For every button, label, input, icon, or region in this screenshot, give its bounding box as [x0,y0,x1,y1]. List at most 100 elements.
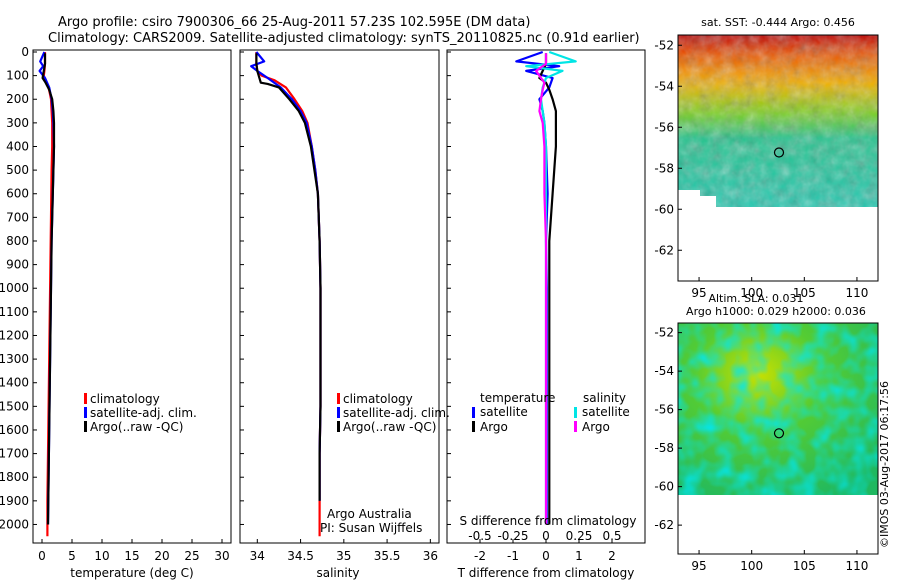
legend-satellite-swatch [84,407,87,418]
sla-map-subtitle: Argo h1000: 0.029 h2000: 0.036 [686,305,866,318]
agency-label: Argo Australia [327,507,412,521]
depth-tick-label: 1900 [0,494,29,508]
temperature-legend: climatology satellite-adj. clim. Argo(..… [84,392,197,434]
sst-texture [678,35,878,207]
x-tick-label: 34 [250,549,265,563]
depth-tick-label: 200 [6,92,29,106]
series-line-argo-raw-qc- [41,53,56,525]
x-tick-label: 10 [94,549,109,563]
s-diff-tick-label: -0.5 [468,529,491,543]
figure-title-line1: Argo profile: csiro 7900306_66 25-Aug-20… [58,15,530,30]
sla-map-ticks: -52 -54 -56 -58 -60 -62 95 100 105 110 [654,326,868,573]
depth-tick-label: 600 [6,187,29,201]
series-line-salinity-argo [534,53,548,525]
temperature-panel: 0100200300400500600700800900100011001200… [0,45,232,580]
legend-s-argo-swatch [574,421,577,432]
lat-tick-label: -56 [654,403,674,417]
lon-tick-label: 105 [793,559,816,573]
depth-tick-label: 700 [6,210,29,224]
x-tick-label: 0 [542,549,550,563]
difference-legend: temperature satellite Argo salinity sate… [472,391,630,434]
sla-texture [678,323,878,495]
legend-temperature-heading: temperature [480,391,555,405]
lon-tick-label: 110 [845,559,868,573]
x-tick-label: 20 [154,549,169,563]
legend-satellite-swatch [337,407,340,418]
depth-tick-label: 300 [6,116,29,130]
series-line-climatology [255,52,322,537]
depth-tick-label: 800 [6,234,29,248]
temperature-x-ticks: 0 5 10 15 20 25 30 [38,539,230,563]
x-tick-label: 25 [184,549,199,563]
sst-map-title: sat. SST: -0.444 Argo: 0.456 [701,16,855,29]
series-line-argo-raw-qc- [255,53,322,501]
x-tick-label: 35.5 [374,549,401,563]
legend-satellite-label: satellite-adj. clim. [343,406,450,420]
sla-axes-box [677,322,879,555]
depth-tick-label: 1800 [0,470,29,484]
legend-s-argo-label: Argo [582,420,610,434]
depth-tick-label: 500 [6,163,29,177]
figure-title-line2: Climatology: CARS2009. Satellite-adjuste… [48,31,640,46]
depth-tick-label: 1000 [0,281,29,295]
sla-heatmap [678,323,878,495]
lat-tick-label: -62 [654,243,674,257]
depth-tick-label: 1100 [0,305,29,319]
imos-credit: ©IMOS 03-Aug-2017 06:17:56 [878,381,891,548]
x-tick-label: 36 [423,549,438,563]
lat-tick-label: -62 [654,518,674,532]
x-tick-label: 35 [336,549,351,563]
x-tick-label: 30 [214,549,229,563]
salinity-legend: climatology satellite-adj. clim. Argo(..… [337,392,450,434]
s-diff-tick-label: -0.25 [497,529,528,543]
lat-tick-label: -58 [654,161,674,175]
temperature-series [38,51,56,537]
series-line-satellite-adj-clim- [250,51,322,501]
salinity-depth-ticks [240,51,244,525]
sla-argo-location-marker [773,428,785,439]
sst-map-ticks: -52 -54 -56 -58 -60 -62 95 100 105 110 [654,38,868,300]
x-tick-label: 0 [38,549,46,563]
depth-tick-label: 1600 [0,423,29,437]
x-tick-label: 15 [124,549,139,563]
depth-tick-label: 2000 [0,517,29,531]
pi-label: PI: Susan Wijffels [320,521,422,535]
difference-panel: -2 -1 0 1 2 -0.5 -0.25 0 0.25 0.5 S difference fr… [446,49,646,580]
series-line-salinity-satellite [525,50,577,525]
lon-tick-label: 100 [740,559,763,573]
lat-tick-label: -54 [654,364,674,378]
legend-t-argo-label: Argo [480,420,508,434]
legend-t-satellite-label: satellite [480,405,528,419]
legend-argo-label: Argo(..raw -QC) [90,420,183,434]
x-tick-label: 5 [68,549,76,563]
lon-tick-label: 100 [740,286,763,300]
lon-tick-label: 110 [845,286,868,300]
salinity-series [250,51,322,537]
depth-tick-label: 100 [6,69,29,83]
legend-satellite-label: satellite-adj. clim. [90,406,197,420]
difference-x-ticks: -2 -1 0 1 2 -0.5 -0.25 0 0.25 0.5 [468,529,621,563]
lon-tick-label: 105 [793,286,816,300]
sst-map-panel: sat. SST: -0.444 Argo: 0.456 -52-54-56-5… [654,16,879,300]
depth-tick-label: 400 [6,139,29,153]
sla-map-panel: Altim. SLA: 0.031 Argo h1000: 0.029 h200… [654,292,879,573]
x-tick-label: 34.5 [287,549,314,563]
lat-tick-label: -54 [654,79,674,93]
depth-tick-label: 0 [21,45,29,59]
depth-tick-label: 900 [6,258,29,272]
t-difference-xlabel: T difference from climatology [457,566,635,580]
lat-tick-label: -52 [654,38,674,52]
x-tick-label: 2 [608,549,616,563]
sst-heatmap [678,35,878,207]
temperature-xlabel: temperature (deg C) [70,566,193,580]
lon-tick-label: 95 [691,286,706,300]
legend-s-satellite-label: satellite [582,405,630,419]
lat-tick-label: -52 [654,326,674,340]
salinity-panel: 34 34.5 35 35.5 36 salinity climatology sate… [239,49,450,580]
depth-tick-label: 1700 [0,447,29,461]
legend-t-satellite-swatch [472,407,475,418]
legend-s-satellite-swatch [574,407,577,418]
legend-salinity-heading: salinity [583,391,626,405]
s-diff-tick-label: 0.5 [602,529,621,543]
difference-depth-ticks [447,51,451,525]
